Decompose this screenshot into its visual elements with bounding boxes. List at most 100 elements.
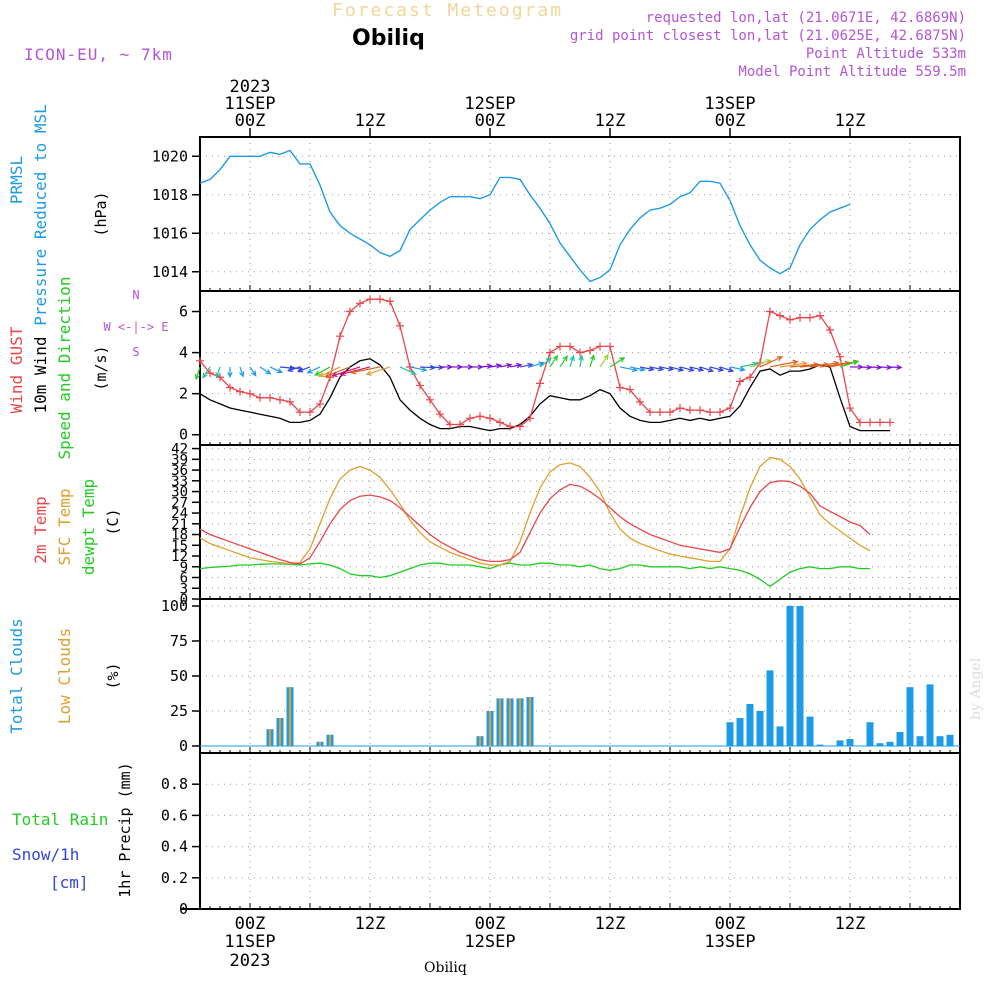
wind-direction-arrow bbox=[679, 366, 694, 371]
wind-arrow-head bbox=[194, 373, 201, 381]
compass-n: N bbox=[132, 288, 139, 302]
wind-direction-arrow bbox=[288, 366, 301, 372]
gust-marker bbox=[596, 342, 604, 351]
top-title: Forecast Meteogram bbox=[332, 0, 564, 21]
low-cloud-bar bbox=[518, 698, 522, 746]
wind-direction-arrow bbox=[629, 366, 645, 371]
wind-direction-arrow bbox=[315, 366, 331, 376]
temp-unit-label: (C) bbox=[104, 508, 122, 535]
y-tick-label: 0.8 bbox=[161, 775, 188, 793]
t2m-label: 2m Temp bbox=[31, 496, 50, 563]
wind-arrow-head bbox=[727, 367, 735, 373]
wind-direction-arrow bbox=[269, 366, 283, 373]
gust-marker bbox=[616, 383, 624, 392]
low-cloud-bar bbox=[528, 697, 532, 746]
gust-marker bbox=[566, 342, 574, 351]
total-cloud-bar bbox=[886, 741, 894, 746]
wind-direction-arrow bbox=[779, 362, 807, 368]
wind-direction-arrow bbox=[559, 355, 568, 368]
gust-marker bbox=[336, 332, 344, 341]
y-tick-label: 0 bbox=[179, 426, 188, 444]
wind-direction-arrow bbox=[639, 366, 654, 371]
wind-arrow-head bbox=[717, 366, 725, 372]
wind-direction-arrow bbox=[739, 362, 758, 368]
gust-marker bbox=[276, 395, 284, 404]
total-cloud-bar bbox=[876, 743, 884, 746]
gust-marker bbox=[416, 381, 424, 390]
gust-marker bbox=[446, 420, 454, 429]
wind-direction-arrow bbox=[809, 362, 839, 368]
gridpoint-coords: grid point closest lon,lat (21.0625E, 42… bbox=[569, 28, 966, 44]
gust-marker bbox=[876, 418, 884, 427]
gust-marker bbox=[706, 408, 714, 417]
panel-frame-1 bbox=[199, 290, 961, 446]
total-cloud-bar bbox=[866, 722, 874, 746]
y-tick-label: 1014 bbox=[152, 263, 188, 281]
wind-direction-arrow bbox=[619, 366, 637, 371]
gust-marker bbox=[626, 385, 634, 394]
wind-direction-arrow bbox=[569, 355, 575, 368]
bottom-time-label-date: 13SEP bbox=[704, 932, 755, 952]
wind-arrow-head bbox=[589, 354, 596, 361]
wind-arrow-head bbox=[578, 354, 584, 361]
panel-frame-2 bbox=[199, 444, 961, 600]
gust-marker bbox=[296, 408, 304, 417]
wind-direction-arrow bbox=[649, 366, 663, 371]
total-cloud-bar bbox=[726, 722, 734, 746]
gust-marker bbox=[356, 299, 364, 308]
wind-arrow-head bbox=[562, 355, 568, 362]
wind-speed-line bbox=[199, 358, 890, 432]
total-cloud-bar bbox=[896, 732, 904, 746]
total-clouds-label: Total Clouds bbox=[7, 618, 26, 734]
panel-frame-4 bbox=[199, 752, 961, 910]
top-time-label-hour: 00Z bbox=[235, 111, 266, 131]
wind-direction-arrow bbox=[699, 366, 713, 372]
wind-arrow-head bbox=[527, 362, 534, 369]
y-tick-label: 0.2 bbox=[161, 869, 188, 887]
y-tick-label: 50 bbox=[170, 667, 188, 685]
pressure-line bbox=[199, 149, 851, 283]
wind-direction-arrow bbox=[729, 366, 745, 371]
total-cloud-bar bbox=[796, 606, 804, 746]
gust-marker bbox=[396, 321, 404, 330]
wind-direction-arrow bbox=[366, 366, 391, 375]
wind-unit-label: (m/s) bbox=[92, 345, 110, 390]
bottom-time-label-date: 11SEP bbox=[224, 932, 275, 952]
wind-arrow-head bbox=[265, 369, 272, 375]
bottom-time-label-hour: 12Z bbox=[355, 914, 386, 934]
wind-arrow-head bbox=[286, 366, 294, 373]
gust-marker bbox=[426, 395, 434, 404]
gust-marker bbox=[846, 404, 854, 413]
y-tick-label: 24 bbox=[171, 506, 188, 522]
bottom-time-label-hour: 00Z bbox=[235, 914, 266, 934]
low-clouds-label: Low Clouds bbox=[55, 628, 74, 724]
wind-direction-arrow bbox=[819, 362, 850, 368]
total-cloud-bar bbox=[926, 684, 934, 746]
wind-arrow-head bbox=[697, 366, 705, 372]
wind-direction-arrow bbox=[759, 356, 783, 368]
gust-marker bbox=[606, 342, 614, 351]
wind-arrow-head bbox=[324, 372, 331, 378]
y-tick-label: 39 bbox=[171, 452, 188, 468]
model-label: ICON-EU, ~ 7km bbox=[24, 45, 173, 64]
surface-temp-line bbox=[199, 456, 871, 566]
wind-direction-arrow bbox=[499, 364, 512, 368]
wind-direction-arrow bbox=[589, 355, 595, 368]
wind-direction-arrow bbox=[869, 366, 882, 369]
wind-arrow-head bbox=[495, 363, 503, 369]
y-tick-label: 1016 bbox=[152, 224, 188, 242]
gust-marker bbox=[576, 348, 584, 357]
wind-direction-arrow bbox=[659, 366, 673, 371]
gust-marker bbox=[476, 412, 484, 421]
y-tick-label: 0 bbox=[180, 592, 188, 608]
bottom-time-label-hour: 00Z bbox=[715, 914, 746, 934]
wind-arrow-head bbox=[318, 372, 325, 378]
gust-marker bbox=[646, 408, 654, 417]
wind-arrow-head bbox=[677, 366, 685, 372]
y-tick-label: 1020 bbox=[152, 147, 188, 165]
wind-arrow-head bbox=[339, 370, 346, 377]
wind-arrow-head bbox=[215, 372, 221, 379]
low-cloud-bar bbox=[318, 741, 322, 746]
